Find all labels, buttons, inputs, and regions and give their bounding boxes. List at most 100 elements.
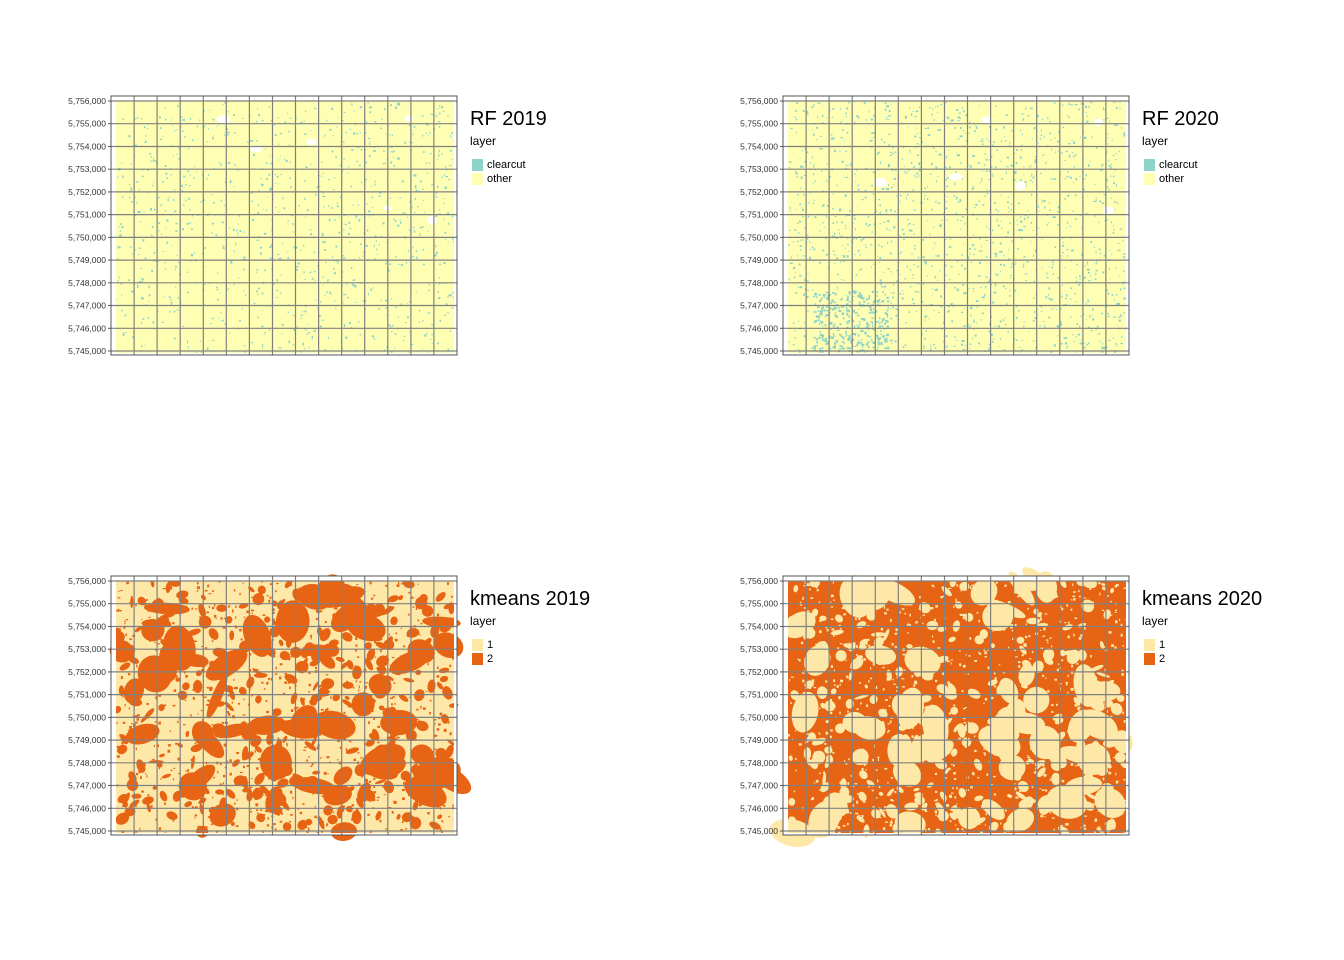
legend-label: 1 (1159, 639, 1166, 651)
legend-label: other (487, 173, 513, 185)
legend-swatch (1144, 653, 1155, 665)
legend-item-other: other (1142, 172, 1262, 186)
y-tick-label: 5,748,000 (740, 278, 778, 288)
y-tick-label: 5,753,000 (740, 644, 778, 654)
raster-base (788, 101, 1126, 353)
legend-swatch (1144, 639, 1155, 651)
map-panel-rf-2019: 5,756,000 5,755,000 5,754,000 5,753,000 5,75… (0, 0, 672, 480)
legend-item-other: other (470, 172, 590, 186)
y-tick-label: 5,753,000 (68, 644, 106, 654)
y-tick-label: 5,755,000 (68, 119, 106, 129)
legend-item-2: 2 (470, 652, 590, 666)
y-tick-label: 5,746,000 (68, 323, 106, 333)
legend-swatch (472, 639, 483, 651)
legend-item-clearcut: clearcut (1142, 158, 1262, 172)
legend-title: layer (1142, 134, 1169, 148)
map-raster: 5,756,000 5,755,000 5,754,000 5,753,000 5,75… (68, 574, 472, 841)
map-title: kmeans 2020 (1142, 588, 1263, 610)
y-tick-label: 5,750,000 (68, 232, 106, 242)
y-tick-label: 5,755,000 (740, 119, 778, 129)
y-tick-label: 5,748,000 (68, 278, 106, 288)
y-tick-label: 5,749,000 (68, 255, 106, 265)
y-tick-label: 5,749,000 (740, 255, 778, 265)
y-tick-label: 5,746,000 (68, 803, 106, 813)
legend-swatch (1144, 159, 1155, 171)
map-panel-kmeans-2019: 5,756,000 5,755,000 5,754,000 5,753,000 5,75… (0, 480, 672, 960)
y-tick-label: 5,745,000 (68, 346, 106, 356)
legend-item-2: 2 (1142, 652, 1262, 666)
y-tick-label: 5,750,000 (740, 712, 778, 722)
legend-item-clearcut: clearcut (470, 158, 590, 172)
y-tick-label: 5,756,000 (68, 96, 106, 106)
y-axis-ticks: 5,756,000 5,755,000 5,754,000 5,753,000 5,75… (740, 96, 783, 356)
y-tick-label: 5,750,000 (740, 232, 778, 242)
y-tick-label: 5,747,000 (740, 781, 778, 791)
y-tick-label: 5,747,000 (68, 781, 106, 791)
y-tick-label: 5,752,000 (740, 667, 778, 677)
y-tick-label: 5,745,000 (68, 826, 106, 836)
y-tick-label: 5,754,000 (740, 622, 778, 632)
graticule (111, 576, 457, 835)
y-tick-label: 5,749,000 (740, 735, 778, 745)
y-axis-ticks: 5,756,000 5,755,000 5,754,000 5,753,000 5,75… (68, 96, 111, 356)
y-tick-label: 5,756,000 (740, 96, 778, 106)
y-tick-label: 5,755,000 (740, 599, 778, 609)
raster-patches (116, 101, 455, 355)
y-tick-label: 5,756,000 (68, 576, 106, 586)
y-tick-label: 5,751,000 (68, 210, 106, 220)
y-tick-label: 5,756,000 (740, 576, 778, 586)
legend-item-1: 1 (470, 638, 590, 652)
legend-swatch (472, 653, 483, 665)
legend-title: layer (1142, 614, 1169, 628)
y-tick-label: 5,751,000 (740, 210, 778, 220)
map-raster: 5,756,000 5,755,000 5,754,000 5,753,000 5,75… (68, 95, 458, 356)
legend-swatch (1144, 173, 1155, 185)
legend-item-1: 1 (1142, 638, 1262, 652)
y-tick-label: 5,751,000 (68, 690, 106, 700)
y-tick-label: 5,746,000 (740, 803, 778, 813)
y-tick-label: 5,751,000 (740, 690, 778, 700)
y-tick-label: 5,746,000 (740, 323, 778, 333)
y-tick-label: 5,753,000 (740, 164, 778, 174)
raster-patches (788, 101, 1128, 355)
legend-title: layer (470, 134, 497, 148)
y-tick-label: 5,745,000 (740, 346, 778, 356)
legend-label: clearcut (487, 159, 526, 171)
y-tick-label: 5,755,000 (68, 599, 106, 609)
y-tick-label: 5,750,000 (68, 712, 106, 722)
legend-label: other (1159, 173, 1185, 185)
graticule (783, 576, 1129, 835)
y-tick-label: 5,753,000 (68, 164, 106, 174)
y-tick-label: 5,748,000 (68, 758, 106, 768)
legend-swatch (472, 173, 483, 185)
map-panel-kmeans-2020: 5,756,000 5,755,000 5,754,000 5,753,000 5,75… (672, 480, 1344, 960)
raster-base (116, 101, 454, 353)
y-tick-label: 5,752,000 (740, 187, 778, 197)
y-tick-label: 5,752,000 (68, 187, 106, 197)
y-tick-label: 5,754,000 (68, 142, 106, 152)
y-tick-label: 5,748,000 (740, 758, 778, 768)
y-tick-label: 5,749,000 (68, 735, 106, 745)
legend-label: 2 (487, 653, 494, 665)
graticule (111, 96, 457, 355)
legend-swatch (472, 159, 483, 171)
y-tick-label: 5,752,000 (68, 667, 106, 677)
map-title: RF 2019 (470, 108, 547, 130)
y-tick-label: 5,747,000 (740, 301, 778, 311)
map-raster: 5,756,000 5,755,000 5,754,000 5,753,000 5,75… (740, 567, 1133, 848)
legend-label: 2 (1159, 653, 1166, 665)
map-raster: 5,756,000 5,755,000 5,754,000 5,753,000 5,75… (740, 95, 1130, 356)
map-panel-rf-2020: 5,756,000 5,755,000 5,754,000 5,753,000 5,75… (672, 0, 1344, 480)
y-tick-label: 5,747,000 (68, 301, 106, 311)
y-tick-label: 5,754,000 (740, 142, 778, 152)
legend-label: 1 (487, 639, 494, 651)
y-tick-label: 5,745,000 (740, 826, 778, 836)
map-title: kmeans 2019 (470, 588, 591, 610)
y-tick-label: 5,754,000 (68, 622, 106, 632)
y-axis-ticks: 5,756,000 5,755,000 5,754,000 5,753,000 5,75… (740, 576, 783, 836)
legend-label: clearcut (1159, 159, 1198, 171)
y-axis-ticks: 5,756,000 5,755,000 5,754,000 5,753,000 5,75… (68, 576, 111, 836)
graticule (783, 96, 1129, 355)
legend-title: layer (470, 614, 497, 628)
map-title: RF 2020 (1142, 108, 1219, 130)
